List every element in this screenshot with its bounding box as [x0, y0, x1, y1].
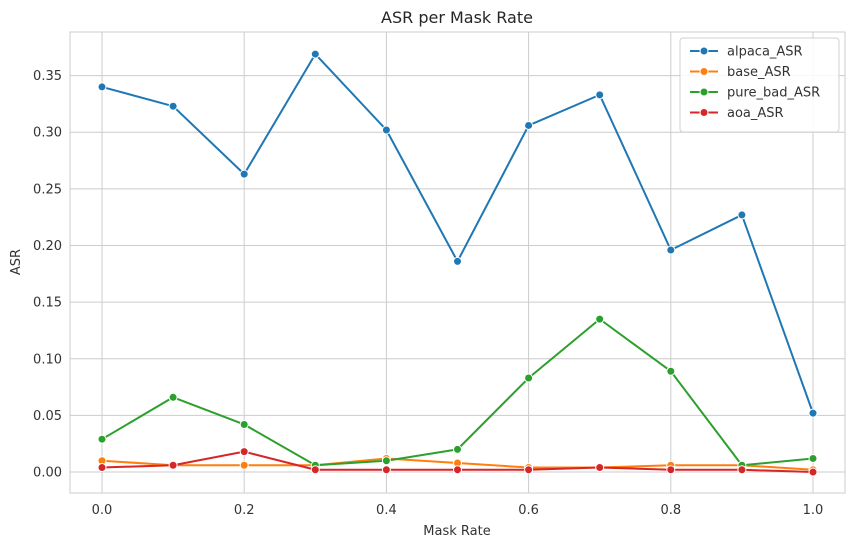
x-tick-label: 1.0 [803, 503, 824, 518]
data-point [453, 465, 462, 475]
x-tick-label: 0.4 [376, 503, 397, 518]
data-point [168, 392, 178, 402]
y-tick-label: 0.25 [33, 182, 62, 197]
data-point [168, 101, 178, 111]
data-point [239, 447, 249, 457]
y-axis-label: ASR [9, 249, 24, 275]
data-point [666, 366, 676, 376]
y-tick-label: 0.00 [33, 466, 62, 481]
legend-label: alpaca_ASR [727, 45, 803, 60]
data-point [737, 465, 747, 475]
plot-frame [69, 31, 846, 494]
data-point [310, 49, 320, 59]
data-point [97, 82, 107, 92]
series-alpaca_ASR [97, 49, 818, 418]
legend-swatch-marker [699, 87, 709, 97]
y-tick-label: 0.15 [33, 296, 62, 311]
series-layer [97, 49, 818, 477]
grid [70, 32, 845, 493]
data-point [737, 210, 747, 220]
series-aoa_ASR [97, 447, 818, 477]
data-point [808, 467, 818, 477]
data-point [666, 465, 676, 475]
y-tick-label: 0.20 [33, 239, 62, 254]
data-point [239, 169, 249, 179]
data-point [381, 456, 391, 466]
x-tick-label: 0.0 [92, 503, 113, 518]
data-point [381, 125, 391, 135]
y-tick-label: 0.10 [33, 352, 62, 367]
legend-swatch-marker [699, 67, 709, 76]
legend-item: alpaca_ASR [690, 45, 803, 60]
y-tick-label: 0.30 [33, 126, 62, 141]
series-pure_bad_ASR [97, 314, 818, 470]
legend-item: base_ASR [690, 65, 791, 80]
data-point [453, 444, 462, 454]
data-point [97, 463, 107, 473]
legend-box [679, 37, 840, 133]
legend-label: base_ASR [727, 65, 791, 80]
data-point [808, 453, 818, 463]
legend-swatch-marker [699, 108, 709, 117]
chart-title: ASR per Mask Rate [381, 8, 533, 27]
legend-label: pure_bad_ASR [727, 86, 820, 101]
data-point [239, 460, 249, 470]
data-point [97, 434, 107, 444]
legend-item: pure_bad_ASR [690, 86, 820, 101]
data-point [524, 373, 534, 383]
data-point [524, 120, 534, 130]
data-point [595, 463, 605, 473]
legend-item: aoa_ASR [690, 106, 784, 121]
tick-labels: 0.0 0.2 0.4 0.6 0.8 1.0 0.00 0.05 0.10 0.15 0.20 0.… [33, 69, 823, 518]
legend: alpaca_ASR base_ASR pure_bad_ASR aoa_ASR [679, 37, 840, 133]
legend-swatch-marker [699, 46, 709, 56]
data-point [168, 460, 178, 470]
data-point [595, 90, 605, 100]
x-tick-label: 0.6 [518, 503, 539, 518]
data-point [239, 419, 249, 429]
x-axis-label: Mask Rate [423, 524, 490, 539]
data-point [381, 465, 391, 475]
data-point [808, 408, 818, 418]
legend-label: aoa_ASR [727, 106, 784, 121]
data-point [310, 465, 320, 475]
y-tick-label: 0.35 [33, 69, 62, 84]
x-tick-label: 0.2 [234, 503, 255, 518]
data-point [595, 314, 605, 324]
data-point [453, 256, 462, 266]
x-tick-label: 0.8 [660, 503, 681, 518]
data-point [666, 245, 676, 255]
y-tick-label: 0.05 [33, 409, 62, 424]
data-point [524, 465, 534, 475]
